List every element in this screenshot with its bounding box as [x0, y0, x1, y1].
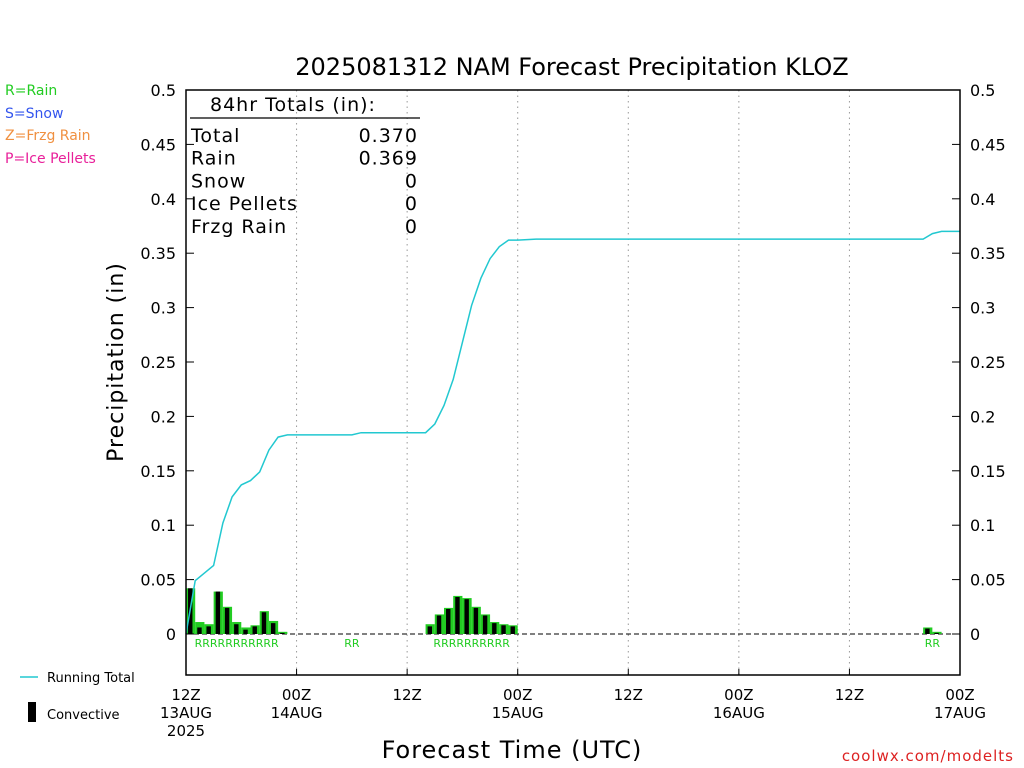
x-tick-label: 00Z [724, 686, 753, 704]
legend-snow: S=Snow [5, 106, 63, 122]
ptype-labels: RRRRRRRRRRR RR RRRRRRRRRR RR [195, 637, 941, 650]
x-tick-label: 00Z [945, 686, 974, 704]
y-axis-right: 0 0.05 0.1 0.15 0.2 0.25 0.3 0.35 0.4 0.45 0.5 [952, 81, 1006, 644]
y-tick-label: 0.1 [970, 516, 995, 535]
y-tick-label: 0.45 [140, 135, 176, 154]
series-legend: Running Total Convective [20, 671, 135, 723]
convective-bar [280, 632, 285, 634]
x-tick-label: 12Z [392, 686, 421, 704]
convective-bar [510, 626, 515, 634]
totals-row-label: Snow [191, 170, 246, 192]
totals-row-label: Rain [191, 148, 237, 170]
convective-bar [934, 632, 939, 634]
y-axis-left: 0 0.05 0.1 0.15 0.2 0.25 0.3 0.35 0.4 0.45 0.5 [140, 81, 194, 644]
x-axis-label: Forecast Time (UTC) [382, 736, 643, 764]
convective-bar [215, 591, 221, 634]
chart-title: 2025081312 NAM Forecast Precipitation KL… [295, 53, 848, 81]
y-tick-label: 0.05 [970, 571, 1006, 590]
x-tick-label: 16AUG [713, 704, 765, 722]
y-tick-label: 0.25 [970, 353, 1006, 372]
convective-bar [501, 625, 506, 634]
y-tick-label: 0.5 [151, 81, 176, 100]
convective-bar [925, 628, 930, 634]
ptype-label: RRRRRRRRRRR [195, 637, 279, 650]
convective-bar [455, 597, 460, 634]
convective-legend-label: Convective [47, 708, 120, 723]
x-tick-label: 14AUG [271, 704, 323, 722]
totals-rows: Total 0.370 Rain 0.369 Snow 0 Ice Pellets 0 Frzg… [190, 125, 418, 238]
ptype-label: RR [344, 637, 360, 650]
y-tick-label: 0.1 [151, 516, 176, 535]
ptype-label: RR [925, 637, 941, 650]
y-tick-label: 0.4 [970, 190, 995, 209]
x-tick-label: 12Z [171, 686, 200, 704]
totals-row-label: Total [190, 125, 240, 147]
credit-link[interactable]: coolwx.com/modelts [842, 747, 1014, 765]
y-tick-label: 0.5 [970, 81, 995, 100]
y-tick-label: 0.45 [970, 135, 1006, 154]
x-tick-label: 00Z [503, 686, 532, 704]
convective-legend-swatch [28, 702, 36, 722]
x-tick-label: 12Z [614, 686, 643, 704]
totals-row-value: 0 [405, 216, 418, 238]
legend-rain: R=Rain [5, 83, 57, 99]
totals-row-label: Frzg Rain [191, 216, 287, 238]
x-tick-label: 12Z [835, 686, 864, 704]
ptype-legend: R=Rain S=Snow Z=Frzg Rain P=Ice Pellets [5, 83, 96, 167]
running-total-legend-label: Running Total [47, 671, 135, 686]
convective-bar [206, 626, 211, 634]
y-tick-label: 0.3 [970, 299, 995, 318]
y-tick-label: 0.2 [151, 407, 176, 426]
totals-header: 84hr Totals (in): [210, 94, 376, 116]
y-tick-label: 0.35 [970, 244, 1006, 263]
totals-row-value: 0 [405, 193, 418, 215]
y-tick-label: 0.4 [151, 190, 176, 209]
hourly-precip-bars [186, 588, 942, 634]
totals-row-value: 0 [405, 170, 418, 192]
x-tick-label: 17AUG [934, 704, 986, 722]
convective-bar [446, 608, 451, 634]
ptype-label: RRRRRRRRRR [433, 637, 510, 650]
y-tick-label: 0.15 [140, 462, 176, 481]
convective-bar [427, 626, 433, 634]
y-axis-label: Precipitation (in) [104, 262, 129, 462]
y-tick-label: 0.35 [140, 244, 176, 263]
x-tick-label: 2025 [167, 722, 205, 740]
x-tick-label: 15AUG [492, 704, 544, 722]
convective-bar [261, 612, 267, 634]
totals-row-value: 0.370 [359, 125, 418, 147]
x-tick-label: 13AUG [160, 704, 212, 722]
totals-box: 84hr Totals (in): Total 0.370 Rain 0.369 Sno… [190, 94, 420, 238]
convective-bar [197, 627, 202, 634]
y-tick-label: 0.2 [970, 407, 995, 426]
legend-ice-pellets: P=Ice Pellets [5, 151, 96, 167]
convective-bar [482, 615, 488, 634]
convective-bar [436, 615, 442, 634]
convective-bar [270, 623, 276, 634]
convective-bar [252, 626, 257, 634]
y-tick-label: 0.15 [970, 462, 1006, 481]
x-tick-label: 00Z [282, 686, 311, 704]
totals-row-value: 0.369 [359, 148, 418, 170]
convective-bar [234, 624, 239, 634]
totals-row-label: Ice Pellets [191, 193, 298, 215]
plot-frame [185, 89, 961, 676]
vertical-grid [296, 90, 850, 675]
y-tick-label: 0 [166, 625, 176, 644]
y-tick-label: 0.3 [151, 299, 176, 318]
convective-bar [243, 629, 248, 634]
legend-frzg-rain: Z=Frzg Rain [5, 128, 91, 144]
running-total-line [185, 230, 960, 635]
convective-bar [473, 607, 479, 634]
convective-bar [464, 599, 469, 634]
y-tick-label: 0.05 [140, 571, 176, 590]
convective-bar [224, 607, 230, 634]
y-tick-label: 0.25 [140, 353, 176, 372]
y-tick-label: 0 [970, 625, 980, 644]
convective-bar [492, 623, 497, 634]
